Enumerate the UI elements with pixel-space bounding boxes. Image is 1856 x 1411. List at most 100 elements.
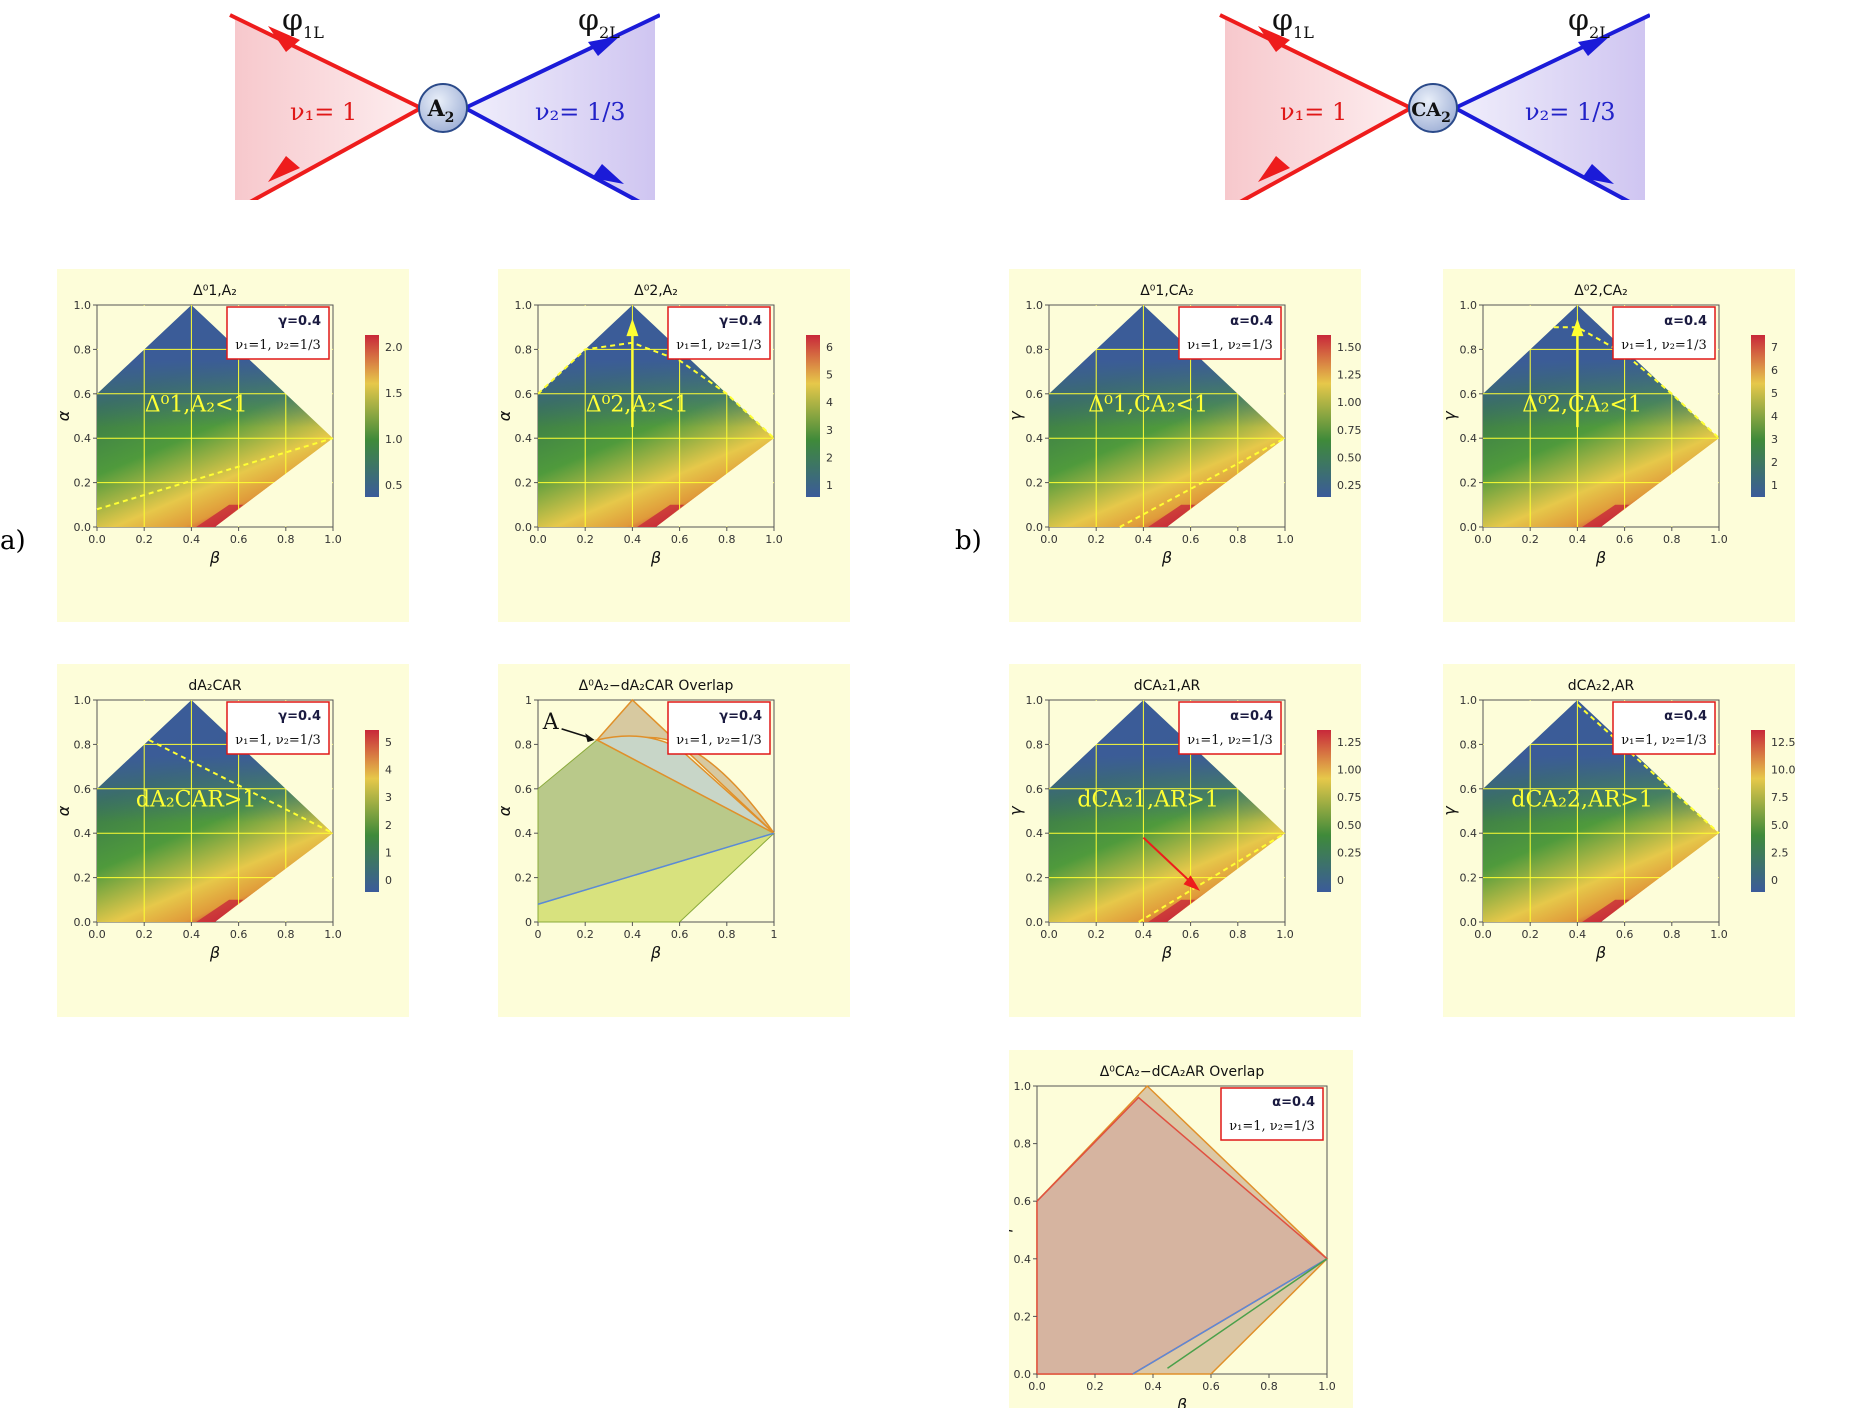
y-tick-label: 1.0	[1026, 299, 1044, 312]
legend-nu: ν₁=1, ν₂=1/3	[676, 733, 761, 748]
colorbar-tick-label: 5	[1771, 387, 1778, 400]
x-tick-label: 0.4	[183, 928, 201, 941]
colorbar-tick-label: 6	[826, 341, 833, 354]
y-tick-label: 0.2	[515, 872, 533, 885]
y-tick-label: 0.4	[515, 827, 533, 840]
y-tick-label: 0.2	[1460, 477, 1478, 490]
colorbar-tick-label: 7	[1771, 341, 1778, 354]
x-axis-label: β	[1595, 943, 1606, 962]
arrow-shaft	[1142, 836, 1192, 883]
chart-delta2-a2: Δ⁰2,A₂<1 1 2 3 4 5 6 γ=0.4 ν₁=1, ν₂=1/3 Δ⁰2,A₂ 0.0…	[498, 269, 850, 622]
x-tick-label: 0.4	[624, 533, 642, 546]
region-nu1	[235, 18, 419, 200]
y-tick-label: 0.6	[515, 388, 533, 401]
nu1-label: ν₁= 1	[290, 98, 357, 126]
phi-2L-label: φ2L	[578, 3, 620, 42]
boundary-line-green	[1167, 1258, 1328, 1369]
boundary-line	[537, 832, 775, 905]
boundary-curve	[1576, 703, 1720, 834]
colorbar-tick-label: 1.00	[1337, 764, 1361, 777]
colorbar-tick-label: 7.5	[1771, 791, 1789, 804]
x-tick-label: 0.6	[1202, 1380, 1220, 1393]
y-tick-label: 0.4	[1014, 1253, 1032, 1266]
nu2-label: ν₂= 1/3	[535, 98, 626, 126]
chart-title: Δ⁰2,CA₂	[1574, 283, 1628, 299]
y-tick-label: 0.2	[1014, 1310, 1032, 1323]
legend-nu: ν₁=1, ν₂=1/3	[235, 338, 320, 353]
arrow-1R	[1258, 156, 1290, 182]
x-tick-label: 0.4	[183, 533, 201, 546]
legend-nu: ν₁=1, ν₂=1/3	[1621, 338, 1706, 353]
x-tick-label: 0	[535, 928, 542, 941]
y-tick-label: 0.8	[1460, 343, 1478, 356]
region-nu1	[1225, 18, 1409, 200]
x-tick-label: 1.0	[765, 533, 783, 546]
colorbar	[1751, 730, 1765, 892]
colorbar-tick-label: 0.50	[1337, 451, 1361, 464]
legend-box	[1178, 701, 1282, 755]
y-tick-label: 0.8	[515, 738, 533, 751]
x-tick-label: 0.2	[576, 533, 594, 546]
x-tick-label: 0.8	[277, 928, 295, 941]
arrow-2R	[592, 164, 624, 184]
y-tick-label: 0.2	[74, 872, 92, 885]
legend-nu: ν₁=1, ν₂=1/3	[235, 733, 320, 748]
legend-param: α=0.4	[1664, 314, 1707, 329]
y-tick-label: 1.0	[1026, 694, 1044, 707]
chart-title: dA₂CAR	[188, 678, 241, 694]
colorbar-tick-label: 3	[1771, 433, 1778, 446]
x-axis-label: β	[1176, 1395, 1187, 1408]
colorbar-tick-label: 0	[385, 874, 392, 887]
x-tick-label: 1.0	[1276, 533, 1294, 546]
y-tick-label: 0.8	[74, 738, 92, 751]
y-tick-label: 0.6	[74, 783, 92, 796]
colorbar-tick-label: 5	[385, 736, 392, 749]
colorbar-tick-label: 3	[826, 424, 833, 437]
legend-nu: ν₁=1, ν₂=1/3	[1621, 733, 1706, 748]
colorbar-tick-label: 2	[1771, 456, 1778, 469]
colorbar-tick-label: 4	[385, 764, 392, 777]
legend-box	[1612, 701, 1716, 755]
y-tick-label: 0.0	[1026, 521, 1044, 534]
legend-box	[226, 701, 330, 755]
colorbar-tick-label: 5.0	[1771, 819, 1789, 832]
arrow-head	[626, 318, 639, 337]
label-a: a)	[0, 526, 26, 556]
x-tick-label: 0.0	[529, 533, 547, 546]
y-axis-label: α	[498, 410, 514, 421]
chart-title: dCA₂2,AR	[1568, 678, 1635, 694]
chart-overlap-ca2: α=0.4 ν₁=1, ν₂=1/3 Δ⁰CA₂−dCA₂AR Overlap 0.0…	[1009, 1050, 1353, 1408]
area-region-inner	[1036, 1096, 1329, 1375]
colorbar-tick-label: 0.25	[1337, 846, 1361, 859]
legend-param: α=0.4	[1664, 709, 1707, 724]
region-annotation: Δ⁰1,A₂<1	[145, 393, 248, 418]
y-tick-label: 0.6	[1460, 783, 1478, 796]
x-tick-label: 0.0	[88, 928, 106, 941]
arrow-2R	[1582, 164, 1614, 184]
y-tick-label: 0.8	[515, 343, 533, 356]
x-axis-label: β	[650, 548, 661, 567]
x-tick-label: 0.8	[1663, 533, 1681, 546]
legend-box	[667, 701, 771, 755]
phi-2L-label: φ2L	[1568, 3, 1610, 42]
legend-box	[1220, 1087, 1324, 1141]
annotation-arrow	[561, 728, 591, 739]
y-axis-label: α	[57, 410, 73, 421]
colorbar-tick-label: 0.50	[1337, 819, 1361, 832]
annotation-arrow-head	[585, 733, 595, 743]
colorbar-tick-label: 1.25	[1337, 736, 1361, 749]
edge-2L	[464, 13, 660, 110]
x-tick-label: 0.4	[624, 928, 642, 941]
y-tick-label: 1	[525, 694, 532, 707]
arrow-1L	[268, 26, 300, 52]
edge-1L	[1219, 13, 1412, 110]
colorbar-tick-label: 2	[826, 451, 833, 464]
y-axis-label: γ	[1443, 410, 1459, 421]
arrow-2L	[588, 36, 620, 56]
y-tick-label: 0.4	[74, 432, 92, 445]
y-tick-label: 0.4	[1026, 827, 1044, 840]
colorbar-tick-label: 6	[1771, 364, 1778, 377]
chart-title: dCA₂1,AR	[1134, 678, 1201, 694]
y-tick-label: 0.6	[1026, 388, 1044, 401]
